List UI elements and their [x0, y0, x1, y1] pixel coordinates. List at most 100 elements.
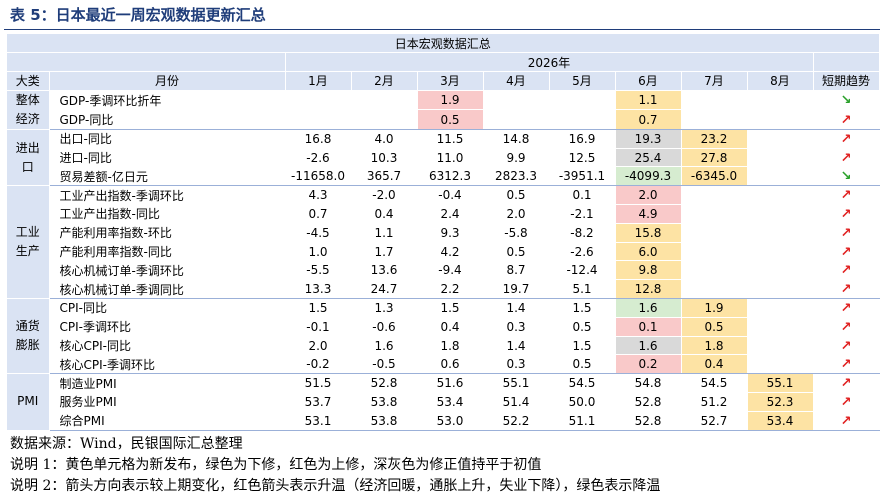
value-cell: 54.5 — [681, 373, 748, 394]
month-col-header: 2月 — [351, 71, 418, 91]
value-cell: -0.2 — [285, 354, 352, 375]
value-cell — [351, 109, 418, 130]
indicator-label: 产能利用率指数-环比 — [49, 223, 286, 243]
value-cell: 1.6 — [615, 298, 682, 318]
value-cell: 13.6 — [351, 260, 418, 281]
value-cell — [747, 148, 814, 168]
value-cell: 1.9 — [417, 90, 484, 111]
value-cell — [747, 109, 814, 130]
value-cell: 0.2 — [615, 354, 682, 375]
table-row: 核心机械订单-季调环比 -5.5 13.6 -9.4 8.7 -12.4 9.8 ↗ — [7, 260, 880, 281]
value-cell — [549, 90, 616, 111]
table-row: PMI 制造业PMI 51.5 52.8 51.6 55.1 54.5 54.8 54.5 55.… — [7, 373, 880, 431]
value-cell: -11658.0 — [285, 166, 352, 187]
value-cell: 0.3 — [483, 354, 550, 375]
value-cell: -2.6 — [549, 242, 616, 262]
arrow-up-right-icon: ↗ — [840, 413, 852, 429]
arrow-down-right-icon: ↘ — [840, 169, 852, 185]
value-cell: -0.1 — [285, 317, 352, 337]
month-header: 月份 — [49, 71, 286, 91]
value-cell — [549, 109, 616, 130]
arrow-up-right-icon: ↗ — [840, 188, 852, 204]
arrow-up-right-icon: ↗ — [840, 150, 852, 166]
value-cell: 0.5 — [549, 317, 616, 337]
indicator-label: 综合PMI — [49, 411, 286, 431]
table-row: CPI-季调环比 -0.1 -0.6 0.4 0.3 0.5 0.1 0.5 ↗ — [7, 317, 880, 337]
value-cell: -12.4 — [549, 260, 616, 281]
value-cell: 51.1 — [549, 411, 616, 431]
trend-cell: ↗ — [813, 242, 880, 262]
value-cell: -0.6 — [351, 317, 418, 337]
trend-cell: ↘ — [813, 166, 880, 187]
value-cell: 6.0 — [615, 242, 682, 262]
indicator-label: 核心CPI-季调环比 — [49, 354, 286, 375]
value-cell: 16.8 — [285, 129, 352, 149]
table-row: 服务业PMI 53.7 53.8 53.4 51.4 50.0 52.8 51.2 52.3 ↗ — [7, 392, 880, 412]
value-cell: 1.6 — [615, 336, 682, 356]
macro-data-table: 日本宏观数据汇总 2026年 大类 月份 1月 2月 3月 4月 5月 6月 7… — [7, 34, 880, 431]
value-cell: 55.1 — [747, 373, 814, 394]
value-cell — [747, 317, 814, 337]
value-cell — [747, 279, 814, 300]
indicator-label: CPI-季调环比 — [49, 317, 286, 337]
value-cell: 24.7 — [351, 279, 418, 300]
table-row: 整体经济 GDP-季调环比折年 1.9 1.1 ↘ — [7, 90, 880, 130]
value-cell: 1.7 — [351, 242, 418, 262]
value-cell — [747, 204, 814, 224]
value-cell: 1.5 — [285, 298, 352, 318]
table-row: 贸易差额-亿日元 -11658.0 365.7 6312.3 2823.3 -3951.1… — [7, 166, 880, 187]
value-cell: 1.1 — [351, 223, 418, 243]
value-cell: 2.0 — [483, 204, 550, 224]
trend-cell: ↗ — [813, 279, 880, 300]
value-cell: 6312.3 — [417, 166, 484, 187]
value-cell: -8.2 — [549, 223, 616, 243]
value-cell: 51.5 — [285, 373, 352, 394]
value-cell: 19.3 — [615, 129, 682, 149]
table-row: 产能利用率指数-环比 -4.5 1.1 9.3 -5.8 -8.2 15.8 ↗ — [7, 223, 880, 243]
value-cell — [681, 109, 748, 130]
value-cell: 53.4 — [417, 392, 484, 412]
table-row: 进口-同比 -2.6 10.3 11.0 9.9 12.5 25.4 27.8 ↗ — [7, 148, 880, 168]
value-cell: 0.1 — [549, 185, 616, 206]
month-col-header: 3月 — [417, 71, 484, 91]
indicator-label: 核心机械订单-季调同比 — [49, 279, 286, 300]
trend-cell: ↗ — [813, 411, 880, 431]
arrow-up-right-icon: ↗ — [840, 300, 852, 316]
value-cell: 1.0 — [285, 242, 352, 262]
value-cell — [483, 109, 550, 130]
value-cell: 1.6 — [351, 336, 418, 356]
month-col-header: 6月 — [615, 71, 682, 91]
value-cell: 0.5 — [483, 242, 550, 262]
value-cell: 4.0 — [351, 129, 418, 149]
value-cell — [747, 223, 814, 243]
value-cell: 13.3 — [285, 279, 352, 300]
table-row: GDP-同比 0.5 0.7 ↗ — [7, 109, 880, 130]
value-cell: -6345.0 — [681, 166, 748, 187]
value-cell: 4.3 — [285, 185, 352, 206]
value-cell: 0.4 — [351, 204, 418, 224]
month-col-header: 1月 — [285, 71, 352, 91]
trend-cell: ↗ — [813, 317, 880, 337]
indicator-label: GDP-同比 — [49, 109, 286, 130]
trend-cell: ↗ — [813, 354, 880, 375]
indicator-label: 产能利用率指数-同比 — [49, 242, 286, 262]
value-cell — [351, 90, 418, 111]
value-cell — [747, 336, 814, 356]
value-cell: -5.8 — [483, 223, 550, 243]
value-cell: 9.3 — [417, 223, 484, 243]
arrow-up-right-icon: ↗ — [840, 394, 852, 410]
value-cell: 19.7 — [483, 279, 550, 300]
value-cell: 10.3 — [351, 148, 418, 168]
value-cell: 14.8 — [483, 129, 550, 149]
table-row: 核心机械订单-季调同比 13.3 24.7 2.2 19.7 5.1 12.8 ↗ — [7, 279, 880, 300]
value-cell: -2.6 — [285, 148, 352, 168]
notes: 数据来源：Wind，民银国际汇总整理 说明 1：黄色单元格为新发布，绿色为下修，… — [10, 434, 880, 497]
table-row: 产能利用率指数-同比 1.0 1.7 4.2 0.5 -2.6 6.0 ↗ — [7, 242, 880, 262]
note-1: 说明 1：黄色单元格为新发布，绿色为下修，红色为上修，深灰色为修正值持平于初值 — [10, 457, 542, 473]
trend-cell: ↗ — [813, 260, 880, 281]
value-cell: 5.1 — [549, 279, 616, 300]
table-row: 通货膨胀 CPI-同比 1.5 1.3 1.5 1.4 1.5 1.6 1.9 ↗ — [7, 298, 880, 375]
value-cell: -3951.1 — [549, 166, 616, 187]
year-header: 2026年 — [285, 52, 814, 73]
value-cell: 53.1 — [285, 411, 352, 431]
